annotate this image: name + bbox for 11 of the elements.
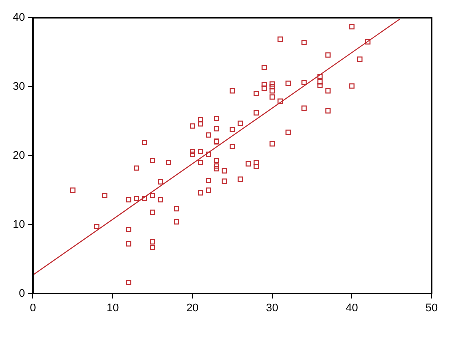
y-tick-label: 40 (12, 12, 26, 24)
y-tick-label: 0 (19, 288, 26, 300)
x-tick-label: 20 (186, 302, 199, 314)
y-tick-label: 30 (12, 80, 26, 93)
y-tick-label: 20 (12, 150, 26, 162)
y-tick-label: 10 (12, 218, 26, 231)
x-tick-label: 0 (30, 302, 36, 314)
x-tick-label: 10 (106, 302, 120, 314)
x-tick-label: 40 (346, 302, 358, 314)
x-tick-label: 50 (426, 302, 438, 314)
x-tick-label: 30 (266, 302, 279, 314)
